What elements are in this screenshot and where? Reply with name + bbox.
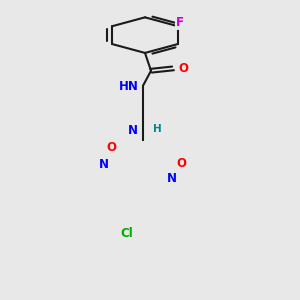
Text: N: N [167,172,176,185]
Text: O: O [177,157,187,170]
Text: HN: HN [119,80,139,93]
Text: N: N [99,158,110,171]
Text: H: H [153,124,161,134]
Text: O: O [178,62,188,75]
Text: N: N [128,124,138,137]
Text: Cl: Cl [120,227,133,240]
Text: O: O [106,141,116,154]
Text: F: F [176,16,184,29]
